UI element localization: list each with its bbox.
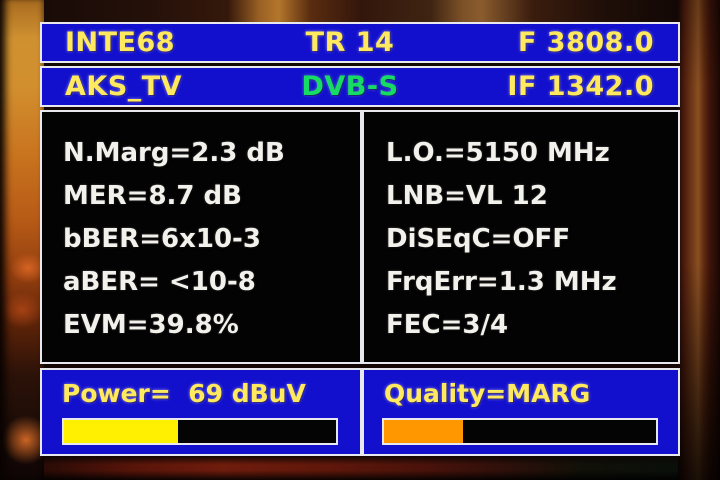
if-frequency-value: IF 1342.0 <box>507 71 654 102</box>
measurements-left-panel: N.Marg=2.3 dB MER=8.7 dB bBER=6x10-3 aBE… <box>40 110 362 364</box>
channel-name: AKS_TV <box>65 71 183 102</box>
satellite-name: INTE68 <box>65 27 176 58</box>
quality-bar-track <box>382 418 658 445</box>
reading-diseqc: DiSEqC=OFF <box>386 224 571 254</box>
reading-evm: EVM=39.8% <box>63 310 239 340</box>
power-label: Power= 69 dBuV <box>62 379 306 408</box>
power-bar-fill <box>64 420 179 443</box>
reading-freq-error: FrqErr=1.3 MHz <box>386 267 617 297</box>
reading-lo-frequency: L.O.=5150 MHz <box>386 138 610 168</box>
measurements-right-panel: L.O.=5150 MHz LNB=VL 12 DiSEqC=OFF FrqEr… <box>362 110 680 364</box>
dvb-standard-label: DVB-S <box>301 71 399 102</box>
reading-aber: aBER= <10-8 <box>63 267 256 297</box>
background-top-strip <box>44 0 678 24</box>
transponder-number: TR 14 <box>305 27 395 58</box>
quality-bar-fill <box>384 420 463 443</box>
header-bar: INTE68 TR 14 F 3808.0 <box>40 22 680 63</box>
background-lamp-glow <box>0 0 44 480</box>
power-panel: Power= 69 dBuV <box>40 368 362 456</box>
quality-panel: Quality=MARG <box>362 368 680 456</box>
background-wood-strip <box>678 0 720 480</box>
frequency-value: F 3808.0 <box>517 27 654 58</box>
reading-bber: bBER=6x10-3 <box>63 224 261 254</box>
power-bar-track <box>62 418 338 445</box>
reading-lnb: LNB=VL 12 <box>386 181 548 211</box>
reading-mer: MER=8.7 dB <box>63 181 242 211</box>
subheader-bar: AKS_TV DVB-S IF 1342.0 <box>40 66 680 107</box>
reading-fec: FEC=3/4 <box>386 310 509 340</box>
reading-noise-margin: N.Marg=2.3 dB <box>63 138 285 168</box>
background-bottom-strip <box>44 456 678 480</box>
quality-label: Quality=MARG <box>384 379 591 408</box>
